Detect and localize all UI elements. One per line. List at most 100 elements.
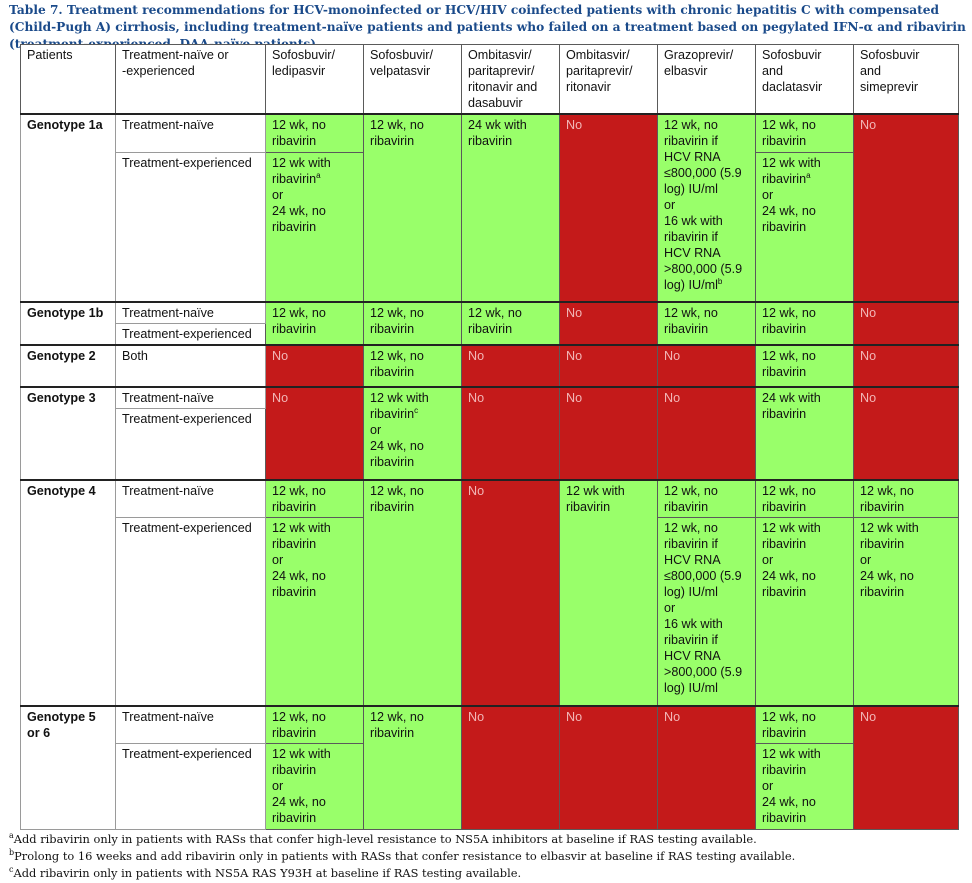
not-recommended-cell: No: [657, 344, 756, 388]
recommendation-cell: 12 wk with ribavirina or 24 wk, no ribavi…: [265, 151, 364, 303]
cell-text: 12 wk with ribavirin: [272, 155, 331, 186]
table-row: Genotype 2 Both No 12 wk, no ribavirin N…: [20, 344, 959, 388]
status-cell: Treatment-experienced: [115, 408, 266, 480]
header-row: Patients Treatment-naïve or -experienced…: [20, 44, 959, 115]
not-recommended-cell: No: [559, 704, 658, 830]
recommendation-cell: 12 wk, no ribavirin: [853, 478, 959, 518]
not-recommended-cell: No: [657, 704, 756, 830]
status-cell: Treatment-naïve: [115, 386, 266, 409]
footnote-text: Add ribavirin only in patients with NS5A…: [13, 866, 522, 880]
cell-text: or 24 wk, no ribavirin: [272, 187, 326, 234]
recommendation-cell: 12 wk with ribavirin or 24 wk, no ribavi…: [265, 743, 364, 830]
not-recommended-cell: No: [853, 301, 959, 346]
table-row: Genotype 5 or 6 Treatment-naïve 12 wk, n…: [20, 704, 959, 830]
footnote-c: cAdd ribavirin only in patients with NS5…: [9, 865, 967, 882]
recommendation-cell: 12 wk, no ribavirin: [363, 301, 462, 346]
recommendation-cell: 24 wk with ribavirin: [755, 386, 854, 480]
status-cell: Both: [115, 344, 266, 388]
not-recommended-cell: No: [265, 344, 364, 388]
recommendation-cell: 12 wk, no ribavirin: [265, 478, 364, 518]
recommendation-cell: 12 wk, no ribavirin: [755, 301, 854, 346]
recommendation-cell: 12 wk with ribavirin or 24 wk, no ribavi…: [265, 517, 364, 706]
footnote-mark: b: [717, 276, 723, 286]
recommendation-cell: 12 wk, no ribavirin: [755, 704, 854, 744]
treatment-table: Patients Treatment-naïve or -experienced…: [20, 44, 959, 830]
genotype-label: Genotype 2: [20, 344, 116, 388]
cell-text: or 24 wk, no ribavirin: [762, 187, 816, 234]
recommendation-cell: 12 wk, no ribavirin: [363, 478, 462, 706]
recommendation-cell: 12 wk, no ribavirin: [363, 704, 462, 830]
header-grazoprevir-elbasvir: Grazoprevir/ elbasvir: [657, 44, 756, 115]
status-cell: Treatment-experienced: [115, 743, 266, 830]
not-recommended-cell: No: [853, 386, 959, 480]
recommendation-cell: 12 wk, no ribavirin: [461, 301, 560, 346]
table-row: Treatment-experienced: [21, 323, 959, 346]
header-sofosbuvir-velpatasvir: Sofosbuvir/ velpatasvir: [363, 44, 462, 115]
recommendation-cell: 12 wk, no ribavirin: [265, 113, 364, 153]
not-recommended-cell: No: [853, 704, 959, 830]
status-cell: Treatment-naïve: [115, 704, 266, 744]
header-status: Treatment-naïve or -experienced: [115, 44, 266, 115]
cell-text: 12 wk, no ribavirin if HCV RNA ≤800,000 …: [664, 118, 743, 292]
table-row: Genotype 4 Treatment-naïve 12 wk, no rib…: [20, 478, 959, 706]
footnote-mark: c: [9, 865, 14, 875]
header-ombitasvir-paritaprevir-ritonavir: Ombitasvir/ paritaprevir/ ritonavir: [559, 44, 658, 115]
not-recommended-cell: No: [461, 344, 560, 388]
not-recommended-cell: No: [853, 113, 959, 303]
table-row: Genotype 1b Treatment-naïve 12 wk, no ri…: [20, 301, 959, 346]
recommendation-cell: 12 wk, no ribavirin: [755, 344, 854, 388]
status-cell: Treatment-experienced: [115, 151, 266, 303]
not-recommended-cell: No: [461, 704, 560, 830]
status-cell: Treatment-naïve: [115, 478, 266, 518]
recommendation-cell: 12 wk, no ribavirin if HCV RNA ≤800,000 …: [657, 517, 756, 706]
not-recommended-cell: No: [559, 344, 658, 388]
not-recommended-cell: No: [265, 386, 364, 480]
recommendation-cell: 12 wk with ribavirin or 24 wk, no ribavi…: [755, 517, 854, 706]
footnote-mark: a: [316, 170, 321, 180]
footnotes: aAdd ribavirin only in patients with RAS…: [9, 831, 967, 882]
table-row: Treatment-experienced 12 wk with ribavir…: [21, 517, 959, 706]
footnote-b: bProlong to 16 weeks and add ribavirin o…: [9, 848, 967, 865]
recommendation-cell: 12 wk with ribavirin or 24 wk, no ribavi…: [755, 743, 854, 830]
header-sofosbuvir-simeprevir: Sofosbuvir and simeprevir: [853, 44, 959, 115]
not-recommended-cell: No: [559, 386, 658, 480]
genotype-label: Genotype 3: [20, 386, 116, 480]
recommendation-cell: 24 wk with ribavirin: [461, 113, 560, 303]
header-sofosbuvir-daclatasvir: Sofosbuvir and daclatasvir: [755, 44, 854, 115]
not-recommended-cell: No: [657, 386, 756, 480]
header-ombitasvir-paritaprevir-ritonavir-dasabuvir: Ombitasvir/ paritaprevir/ ritonavir and …: [461, 44, 560, 115]
status-cell: Treatment-naïve: [115, 113, 266, 153]
not-recommended-cell: No: [853, 344, 959, 388]
header-patients: Patients: [20, 44, 116, 115]
footnote-text: Add ribavirin only in patients with RASs…: [13, 832, 757, 846]
footnote-text: Prolong to 16 weeks and add ribavirin on…: [14, 849, 796, 863]
recommendation-cell: 12 wk with ribavirinc or 24 wk, no ribavi…: [363, 386, 462, 480]
status-cell: Treatment-experienced: [115, 517, 266, 706]
recommendation-cell: 12 wk, no ribavirin: [265, 704, 364, 744]
not-recommended-cell: No: [461, 478, 560, 706]
genotype-label: Genotype 1a: [20, 113, 116, 303]
recommendation-cell: 12 wk, no ribavirin: [657, 301, 756, 346]
table-row: Treatment-experienced 12 wk with ribavir…: [21, 151, 959, 303]
footnote-mark: a: [9, 831, 14, 841]
recommendation-cell: 12 wk, no ribavirin if HCV RNA ≤800,000 …: [657, 113, 756, 303]
cell-text: 12 wk with ribavirin: [370, 391, 429, 421]
header-sofosbuvir-ledipasvir: Sofosbuvir/ ledipasvir: [265, 44, 364, 115]
footnote-mark: c: [414, 405, 419, 415]
status-cell: Treatment-experienced: [115, 323, 266, 346]
recommendation-cell: 12 wk, no ribavirin: [363, 344, 462, 388]
genotype-label: Genotype 4: [20, 478, 116, 706]
recommendation-cell: 12 wk with ribavirin: [559, 478, 658, 706]
recommendation-cell: 12 wk, no ribavirin: [755, 478, 854, 518]
status-cell: Treatment-naïve: [115, 301, 266, 324]
recommendation-cell: 12 wk with ribavirin or 24 wk, no ribavi…: [853, 517, 959, 706]
recommendation-cell: 12 wk, no ribavirin: [265, 301, 364, 346]
recommendation-cell: 12 wk, no ribavirin: [755, 113, 854, 153]
cell-text: 12 wk with ribavirin: [762, 155, 821, 186]
recommendation-cell: 12 wk, no ribavirin: [363, 113, 462, 303]
table-row: Treatment-experienced 12 wk with ribavir…: [21, 743, 959, 830]
not-recommended-cell: No: [461, 386, 560, 480]
genotype-label: Genotype 1b: [20, 301, 116, 346]
table-row: Genotype 3 Treatment-naïve No 12 wk with…: [20, 386, 959, 480]
not-recommended-cell: No: [559, 113, 658, 303]
